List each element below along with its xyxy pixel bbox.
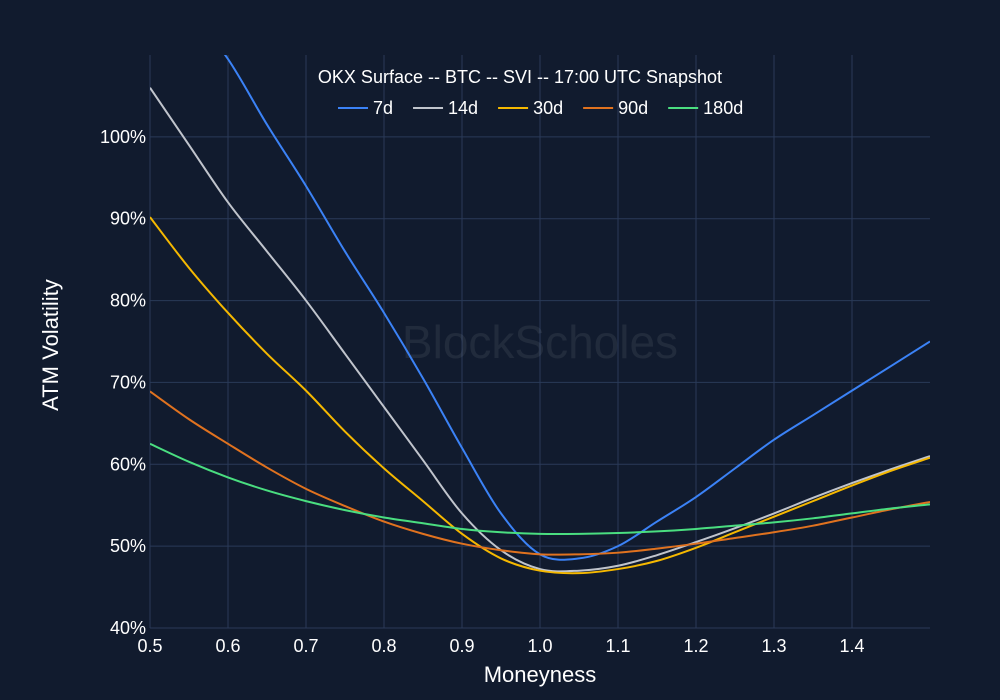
series-line-90d	[150, 390, 930, 556]
chart-title: OKX Surface -- BTC -- SVI -- 17:00 UTC S…	[318, 67, 722, 87]
y-tick-label: 90%	[110, 209, 146, 229]
legend-label-180d: 180d	[703, 98, 743, 118]
x-axis-ticks: 0.5 0.6 0.7 0.8 0.9 1.0 1.1 1.2 1.3 1.4	[137, 636, 864, 656]
y-tick-label: 50%	[110, 536, 146, 556]
legend-label-30d: 30d	[533, 98, 563, 118]
x-tick-label: 0.7	[293, 636, 318, 656]
y-axis-title: ATM Volatility	[38, 279, 63, 411]
series-line-30d	[150, 216, 930, 575]
series-lines	[150, 55, 930, 575]
x-tick-label: 1.1	[605, 636, 630, 656]
series-line-14d	[150, 87, 930, 573]
x-tick-label: 1.2	[683, 636, 708, 656]
y-tick-label: 70%	[110, 372, 146, 392]
legend-label-90d: 90d	[618, 98, 648, 118]
series-line-7d	[223, 55, 930, 561]
x-tick-label: 0.9	[449, 636, 474, 656]
x-tick-label: 0.6	[215, 636, 240, 656]
x-tick-label: 1.3	[761, 636, 786, 656]
legend: 7d 14d 30d 90d 180d	[338, 98, 743, 118]
y-tick-label: 80%	[110, 291, 146, 311]
x-tick-label: 1.0	[527, 636, 552, 656]
legend-label-14d: 14d	[448, 98, 478, 118]
y-axis-ticks: 40% 50% 60% 70% 80% 90% 100%	[100, 127, 146, 638]
y-tick-label: 60%	[110, 454, 146, 474]
x-tick-label: 0.8	[371, 636, 396, 656]
watermark: BlockScholes	[402, 316, 678, 368]
x-tick-label: 1.4	[839, 636, 864, 656]
series-line-180d	[150, 442, 930, 536]
x-tick-label: 0.5	[137, 636, 162, 656]
x-axis-title: Moneyness	[484, 662, 597, 687]
legend-label-7d: 7d	[373, 98, 393, 118]
y-tick-label: 100%	[100, 127, 146, 147]
grid	[149, 55, 930, 629]
y-tick-label: 40%	[110, 618, 146, 638]
